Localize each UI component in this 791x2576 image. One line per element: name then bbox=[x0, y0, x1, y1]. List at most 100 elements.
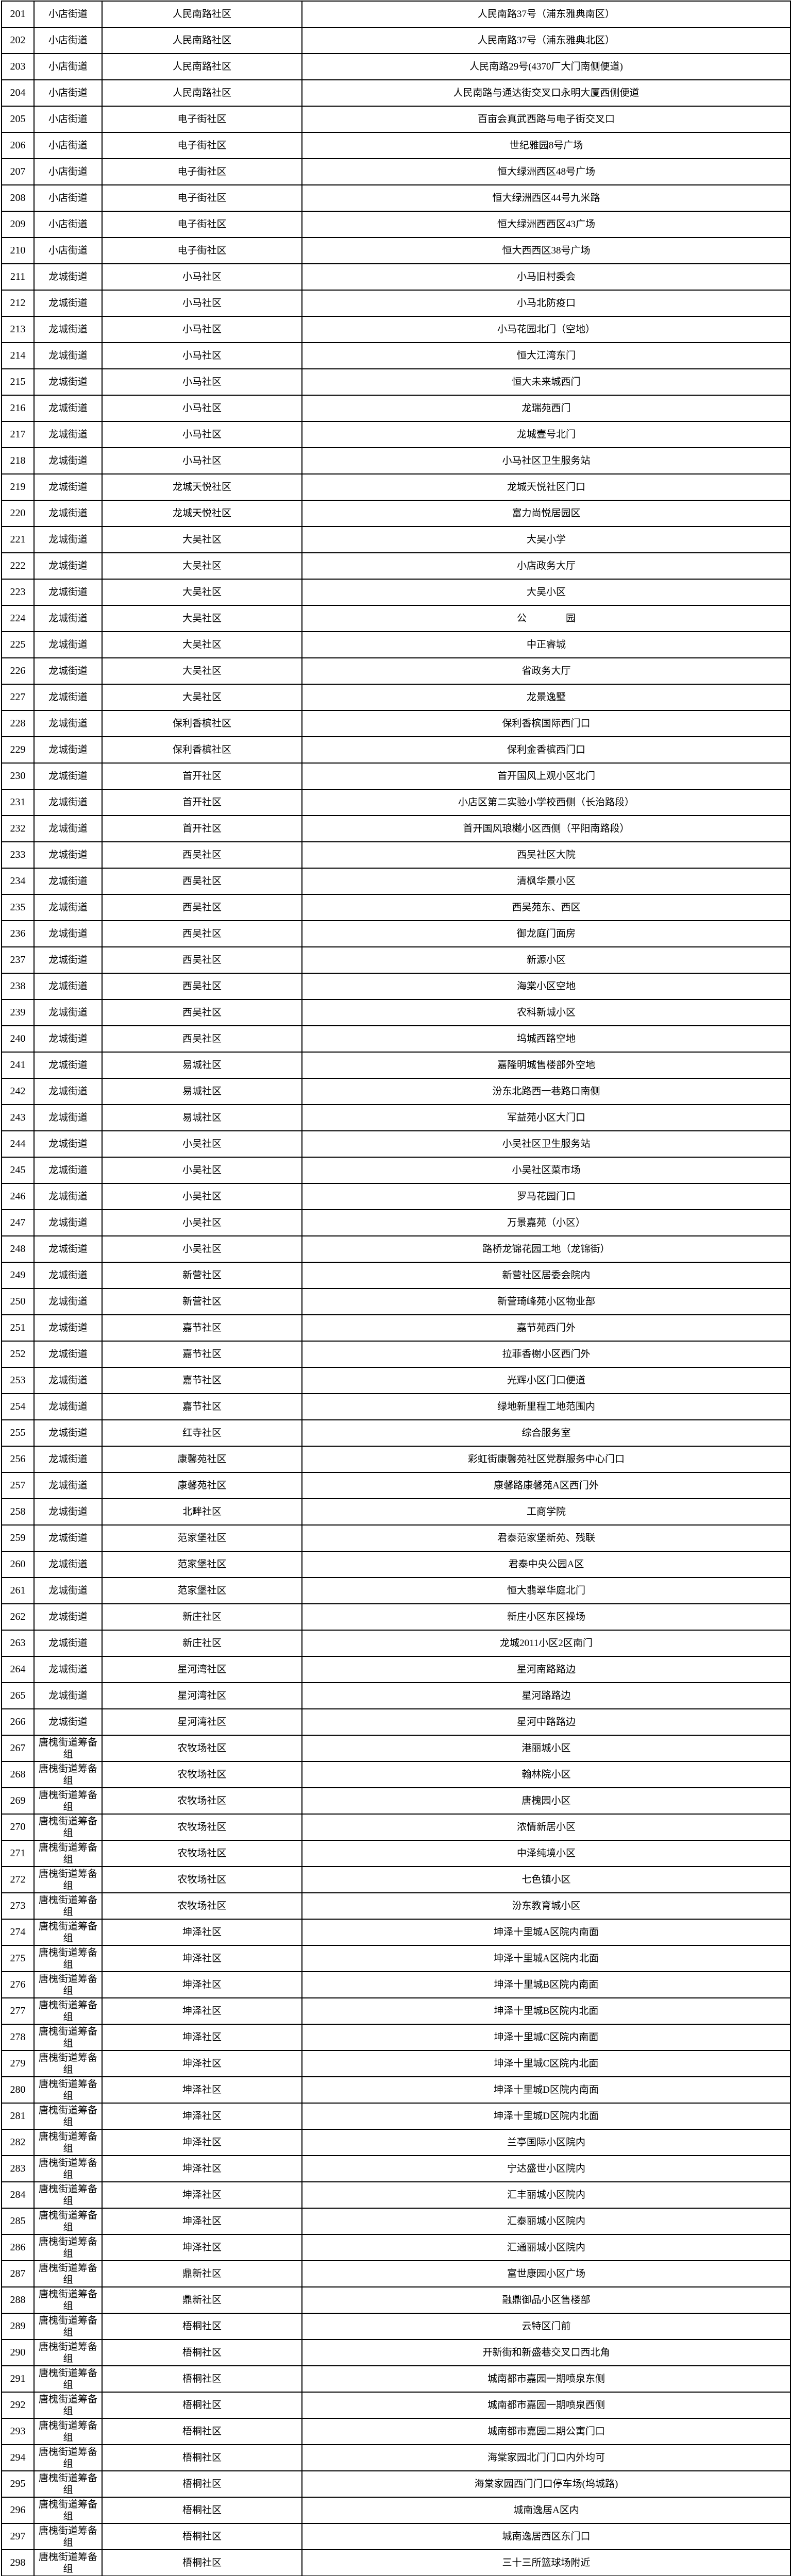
street-cell: 唐槐街道筹备组 bbox=[33, 2103, 103, 2130]
location-cell: 城南逸居A区内 bbox=[301, 2497, 791, 2524]
community-cell: 星河湾社区 bbox=[102, 1708, 302, 1736]
table-row: 202 小店街道 人民南路社区 人民南路37号（浦东雅典北区） bbox=[1, 27, 791, 54]
community-cell: 大吴社区 bbox=[102, 631, 302, 658]
row-number-cell: 216 bbox=[1, 395, 35, 422]
location-cell: 龙瑞苑西门 bbox=[301, 395, 791, 422]
table-row: 225 龙城街道 大吴社区 中正睿城 bbox=[1, 631, 791, 658]
row-number-cell: 205 bbox=[1, 106, 35, 133]
table-row: 229 龙城街道 保利香槟社区 保利金香槟西门口 bbox=[1, 736, 791, 764]
row-number-cell: 230 bbox=[1, 762, 35, 790]
street-cell: 龙城街道 bbox=[33, 316, 103, 343]
community-cell: 小吴社区 bbox=[102, 1235, 302, 1263]
community-cell: 嘉节社区 bbox=[102, 1314, 302, 1342]
community-cell: 梧桐社区 bbox=[102, 2444, 302, 2471]
table-row: 256 龙城街道 康馨苑社区 彩虹街康馨苑社区党群服务中心门口 bbox=[1, 1446, 791, 1473]
location-cell: 小吴社区菜市场 bbox=[301, 1157, 791, 1184]
street-cell: 唐槐街道筹备组 bbox=[33, 2549, 103, 2576]
table-row: 291 唐槐街道筹备组 梧桐社区 城南都市嘉园一期喷泉东侧 bbox=[1, 2365, 791, 2393]
street-cell: 龙城街道 bbox=[33, 1682, 103, 1709]
community-cell: 梧桐社区 bbox=[102, 2470, 302, 2498]
location-cell: 坤泽十里城B区院内北面 bbox=[301, 1997, 791, 2025]
street-cell: 龙城街道 bbox=[33, 1393, 103, 1420]
community-cell: 坤泽社区 bbox=[102, 2024, 302, 2051]
location-cell: 嘉节苑西门外 bbox=[301, 1314, 791, 1342]
table-row: 203 小店街道 人民南路社区 人民南路29号(4370厂大门南侧便道) bbox=[1, 53, 791, 80]
location-cell: 小吴社区卫生服务站 bbox=[301, 1130, 791, 1158]
row-number-cell: 263 bbox=[1, 1630, 35, 1657]
community-cell: 北畔社区 bbox=[102, 1498, 302, 1526]
row-number-cell: 212 bbox=[1, 290, 35, 317]
street-cell: 小店街道 bbox=[33, 79, 103, 107]
community-cell: 易城社区 bbox=[102, 1052, 302, 1079]
street-cell: 唐槐街道筹备组 bbox=[33, 2392, 103, 2419]
row-number-cell: 214 bbox=[1, 342, 35, 369]
street-cell: 唐槐街道筹备组 bbox=[33, 2286, 103, 2314]
street-cell: 小店街道 bbox=[33, 53, 103, 80]
location-cell: 三十三所篮球场附近 bbox=[301, 2549, 791, 2576]
street-cell: 龙城街道 bbox=[33, 1052, 103, 1079]
location-cell: 新源小区 bbox=[301, 946, 791, 974]
table-row: 285 唐槐街道筹备组 坤泽社区 汇泰丽城小区院内 bbox=[1, 2208, 791, 2235]
location-cell: 康馨路康馨苑A区西门外 bbox=[301, 1472, 791, 1499]
street-cell: 龙城街道 bbox=[33, 736, 103, 764]
row-number-cell: 280 bbox=[1, 2076, 35, 2104]
location-cell: 坤泽十里城D区院内北面 bbox=[301, 2103, 791, 2130]
street-cell: 唐槐街道筹备组 bbox=[33, 2418, 103, 2445]
location-cell: 西吴社区大院 bbox=[301, 841, 791, 869]
row-number-cell: 290 bbox=[1, 2339, 35, 2366]
row-number-cell: 247 bbox=[1, 1209, 35, 1236]
street-cell: 龙城街道 bbox=[33, 1235, 103, 1263]
street-cell: 龙城街道 bbox=[33, 684, 103, 711]
row-number-cell: 248 bbox=[1, 1235, 35, 1263]
table-row: 290 唐槐街道筹备组 梧桐社区 开新街和新盛巷交叉口西北角 bbox=[1, 2339, 791, 2366]
table-row: 262 龙城街道 新庄社区 新庄小区东区操场 bbox=[1, 1603, 791, 1631]
table-row: 268 唐槐街道筹备组 农牧场社区 翰林院小区 bbox=[1, 1761, 791, 1788]
row-number-cell: 286 bbox=[1, 2234, 35, 2261]
location-cell: 云特区门前 bbox=[301, 2313, 791, 2340]
community-cell: 小吴社区 bbox=[102, 1157, 302, 1184]
street-cell: 唐槐街道筹备组 bbox=[33, 2076, 103, 2104]
community-cell: 小马社区 bbox=[102, 263, 302, 291]
community-cell: 鼎新社区 bbox=[102, 2260, 302, 2287]
location-cell: 唐槐园小区 bbox=[301, 1787, 791, 1815]
table-row: 287 唐槐街道筹备组 鼎新社区 富世康园小区广场 bbox=[1, 2260, 791, 2287]
row-number-cell: 270 bbox=[1, 1814, 35, 1841]
street-cell: 龙城街道 bbox=[33, 1209, 103, 1236]
community-cell: 梧桐社区 bbox=[102, 2549, 302, 2576]
street-cell: 唐槐街道筹备组 bbox=[33, 1892, 103, 1920]
location-cell: 恒大江湾东门 bbox=[301, 342, 791, 369]
location-cell: 人民南路37号（浦东雅典南区） bbox=[301, 1, 791, 28]
table-row: 207 小店街道 电子街社区 恒大绿洲西区48号广场 bbox=[1, 158, 791, 185]
location-cell: 综合服务室 bbox=[301, 1419, 791, 1447]
community-cell: 电子街社区 bbox=[102, 211, 302, 238]
street-cell: 小店街道 bbox=[33, 27, 103, 54]
location-cell: 汇通丽城小区院内 bbox=[301, 2234, 791, 2261]
table-row: 230 龙城街道 首开社区 首开国风上观小区北门 bbox=[1, 762, 791, 790]
table-row: 284 唐槐街道筹备组 坤泽社区 汇丰丽城小区院内 bbox=[1, 2181, 791, 2209]
table-row: 252 龙城街道 嘉节社区 拉菲香榭小区西门外 bbox=[1, 1341, 791, 1368]
table-row: 278 唐槐街道筹备组 坤泽社区 坤泽十里城C区院内南面 bbox=[1, 2024, 791, 2051]
table-row: 218 龙城街道 小马社区 小马社区卫生服务站 bbox=[1, 447, 791, 474]
table-row: 263 龙城街道 新庄社区 龙城2011小区2区南门 bbox=[1, 1630, 791, 1657]
street-cell: 龙城街道 bbox=[33, 1577, 103, 1604]
location-cell: 百亩会真武西路与电子街交叉口 bbox=[301, 106, 791, 133]
table-row: 210 小店街道 电子街社区 恒大西西区38号广场 bbox=[1, 237, 791, 264]
street-cell: 唐槐街道筹备组 bbox=[33, 2260, 103, 2287]
location-cell: 汇泰丽城小区院内 bbox=[301, 2208, 791, 2235]
row-number-cell: 255 bbox=[1, 1419, 35, 1447]
street-cell: 唐槐街道筹备组 bbox=[33, 2313, 103, 2340]
street-cell: 唐槐街道筹备组 bbox=[33, 2339, 103, 2366]
community-cell: 梧桐社区 bbox=[102, 2313, 302, 2340]
community-cell: 小马社区 bbox=[102, 447, 302, 474]
row-number-cell: 229 bbox=[1, 736, 35, 764]
community-cell: 小马社区 bbox=[102, 395, 302, 422]
location-cell: 拉菲香榭小区西门外 bbox=[301, 1341, 791, 1368]
location-cell: 恒大绿洲西西区43广场 bbox=[301, 211, 791, 238]
street-cell: 龙城街道 bbox=[33, 1262, 103, 1289]
table-row: 250 龙城街道 新营社区 新营琦峰苑小区物业部 bbox=[1, 1288, 791, 1315]
street-cell: 龙城街道 bbox=[33, 920, 103, 947]
street-cell: 唐槐街道筹备组 bbox=[33, 1997, 103, 2025]
row-number-cell: 241 bbox=[1, 1052, 35, 1079]
street-cell: 龙城街道 bbox=[33, 552, 103, 580]
